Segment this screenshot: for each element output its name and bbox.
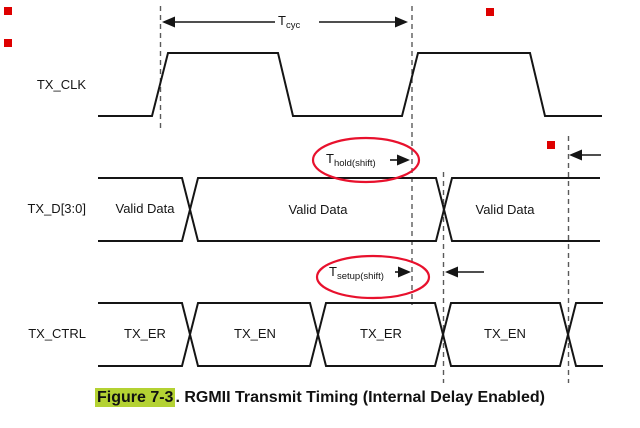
thold-highlight-ellipse — [311, 136, 421, 184]
tcyc-label-sub: cyc — [285, 20, 301, 31]
tcyc-arrowhead-left — [162, 16, 175, 28]
data-bus-line-a — [98, 177, 600, 242]
data-segment-label: Valid Data — [115, 201, 175, 216]
tsetup-label-base: T — [329, 264, 337, 279]
tsetup-label: Tsetup(shift) — [329, 264, 384, 284]
tsetup-highlight-ellipse — [315, 254, 431, 300]
tcyc-arrowhead-right — [395, 16, 408, 28]
data-signal-label: TX_D[3:0] — [27, 201, 86, 216]
data-bus-line-b — [98, 177, 600, 242]
hold-measure-arrowhead — [445, 266, 458, 278]
tsetup-label-sub: setup(shift) — [336, 271, 384, 282]
tcyc-label-base: T — [278, 13, 286, 28]
right-measure-arrow — [569, 149, 601, 161]
figure-caption-text: . RGMII Transmit Timing (Internal Delay … — [175, 389, 545, 406]
ctrl-segment-label: TX_ER — [360, 326, 402, 341]
data-segment-label: Valid Data — [288, 202, 348, 217]
link-annotation-marker — [4, 7, 12, 15]
link-annotation-marker — [486, 8, 494, 16]
ctrl-segment-label: TX_ER — [124, 326, 166, 341]
ctrl-bus-waveform — [98, 302, 603, 367]
ctrl-segment-label: TX_EN — [484, 326, 526, 341]
figure-caption: Figure 7-3. RGMII Transmit Timing (Inter… — [0, 388, 640, 407]
clk-signal-label: TX_CLK — [36, 77, 86, 92]
dashed-reference-lines — [159, 6, 570, 383]
thold-label-sub: hold(shift) — [333, 158, 376, 169]
link-annotation-marker — [547, 141, 555, 149]
ctrl-bus-line-b — [98, 302, 603, 367]
tcyc-label: Tcyc — [278, 13, 300, 33]
tsetup-arrowhead — [398, 266, 411, 278]
thold-arrowhead — [397, 154, 410, 166]
hold-measure-arrow — [445, 266, 484, 278]
clk-waveform — [98, 52, 602, 117]
data-bus-waveform — [98, 177, 600, 242]
ctrl-signal-label: TX_CTRL — [28, 326, 86, 341]
ctrl-segment-label: TX_EN — [234, 326, 276, 341]
thold-label: Thold(shift) — [326, 151, 376, 171]
right-measure-arrowhead — [569, 149, 582, 161]
figure-number-highlighted: Figure 7-3 — [94, 388, 176, 407]
tcyc-dimension-arrow — [162, 16, 408, 28]
thold-arrow — [390, 154, 410, 166]
thold-label-base: T — [326, 151, 334, 166]
link-annotation-marker — [4, 39, 12, 47]
tsetup-arrow — [395, 266, 411, 278]
data-segment-label: Valid Data — [475, 202, 535, 217]
